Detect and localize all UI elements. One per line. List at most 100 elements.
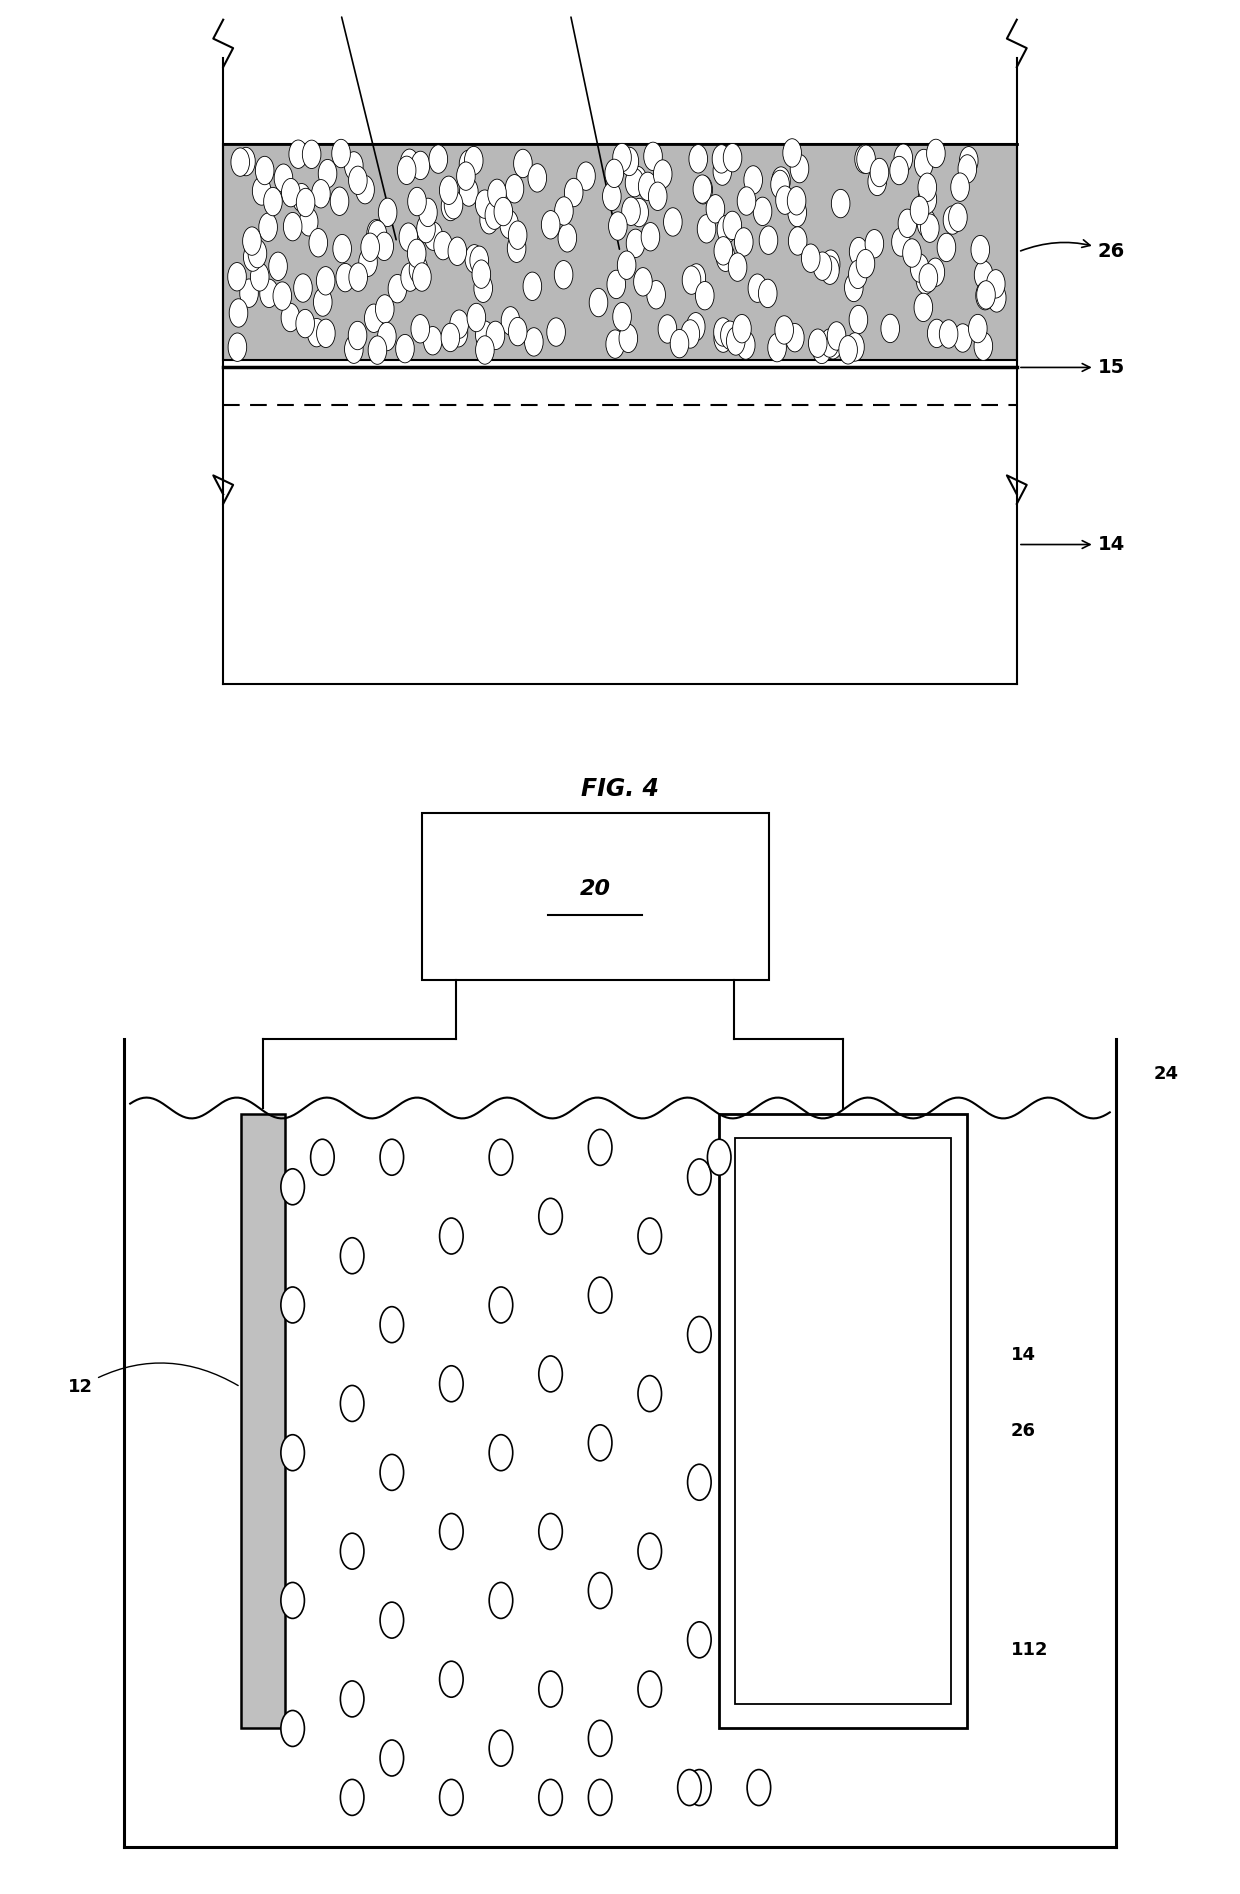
- Circle shape: [440, 1513, 464, 1549]
- Bar: [241, 1114, 285, 1729]
- Circle shape: [440, 1780, 464, 1814]
- Circle shape: [294, 275, 312, 303]
- Circle shape: [539, 1356, 563, 1392]
- Circle shape: [775, 316, 794, 345]
- Circle shape: [790, 155, 808, 184]
- Circle shape: [682, 265, 701, 294]
- Circle shape: [542, 210, 560, 239]
- Circle shape: [381, 1138, 404, 1174]
- Circle shape: [316, 267, 335, 295]
- Circle shape: [409, 256, 428, 284]
- Circle shape: [243, 227, 262, 256]
- Circle shape: [653, 159, 672, 188]
- Circle shape: [440, 1218, 464, 1254]
- Circle shape: [706, 195, 724, 223]
- Circle shape: [505, 174, 523, 203]
- Circle shape: [366, 225, 384, 254]
- Circle shape: [487, 180, 506, 208]
- Circle shape: [625, 169, 644, 197]
- Circle shape: [547, 318, 565, 347]
- Circle shape: [848, 259, 867, 288]
- Circle shape: [281, 303, 300, 331]
- Circle shape: [697, 214, 715, 242]
- Circle shape: [281, 178, 300, 206]
- Circle shape: [880, 314, 899, 343]
- Circle shape: [918, 186, 936, 214]
- Circle shape: [500, 210, 518, 239]
- Circle shape: [644, 142, 662, 170]
- Circle shape: [647, 280, 666, 309]
- Circle shape: [588, 1424, 613, 1460]
- Circle shape: [460, 178, 479, 206]
- Circle shape: [838, 335, 857, 364]
- Circle shape: [330, 188, 348, 216]
- Circle shape: [813, 252, 832, 280]
- Circle shape: [264, 188, 283, 216]
- Circle shape: [630, 199, 649, 227]
- Circle shape: [401, 263, 419, 292]
- Circle shape: [975, 331, 993, 360]
- Circle shape: [733, 314, 751, 343]
- Circle shape: [658, 314, 677, 343]
- Circle shape: [356, 176, 374, 205]
- Circle shape: [827, 322, 846, 350]
- Circle shape: [340, 1682, 365, 1716]
- Circle shape: [949, 203, 967, 231]
- Circle shape: [523, 273, 542, 301]
- Circle shape: [490, 1731, 513, 1765]
- Text: FIG. 4: FIG. 4: [582, 777, 658, 801]
- Circle shape: [311, 1138, 335, 1174]
- Circle shape: [605, 159, 624, 188]
- Circle shape: [857, 146, 875, 174]
- Circle shape: [649, 182, 667, 210]
- Circle shape: [677, 1769, 701, 1805]
- Circle shape: [588, 1277, 613, 1313]
- Circle shape: [381, 1455, 404, 1491]
- Circle shape: [513, 150, 532, 178]
- Circle shape: [748, 275, 766, 303]
- Circle shape: [412, 152, 430, 180]
- Circle shape: [801, 244, 820, 273]
- Circle shape: [423, 326, 441, 354]
- Circle shape: [476, 320, 495, 348]
- Circle shape: [332, 235, 351, 263]
- Circle shape: [490, 1286, 513, 1322]
- Circle shape: [340, 1239, 365, 1273]
- Circle shape: [720, 322, 739, 350]
- Circle shape: [248, 239, 267, 267]
- Circle shape: [618, 252, 636, 280]
- Circle shape: [588, 1780, 613, 1814]
- Circle shape: [281, 1581, 305, 1617]
- Circle shape: [231, 148, 249, 176]
- Circle shape: [727, 328, 745, 356]
- Circle shape: [759, 278, 777, 307]
- Circle shape: [744, 167, 763, 195]
- Circle shape: [539, 1199, 563, 1235]
- Circle shape: [959, 155, 977, 184]
- Circle shape: [918, 172, 936, 201]
- Circle shape: [525, 328, 543, 356]
- Circle shape: [613, 144, 631, 172]
- Circle shape: [424, 222, 443, 250]
- Circle shape: [696, 282, 714, 311]
- Circle shape: [465, 146, 484, 174]
- Circle shape: [434, 231, 453, 259]
- Circle shape: [281, 1436, 305, 1470]
- Text: 26: 26: [1021, 241, 1125, 261]
- Circle shape: [440, 1366, 464, 1402]
- Circle shape: [381, 1602, 404, 1638]
- Circle shape: [281, 1169, 305, 1205]
- Circle shape: [687, 313, 706, 341]
- Circle shape: [303, 140, 321, 169]
- Circle shape: [444, 191, 463, 220]
- Circle shape: [367, 220, 386, 248]
- Circle shape: [408, 188, 427, 216]
- Circle shape: [987, 269, 1006, 297]
- Circle shape: [687, 1464, 711, 1500]
- Circle shape: [332, 140, 351, 169]
- Circle shape: [603, 182, 621, 210]
- Circle shape: [340, 1386, 365, 1420]
- Circle shape: [588, 1572, 613, 1608]
- Circle shape: [250, 263, 269, 292]
- Circle shape: [345, 335, 363, 364]
